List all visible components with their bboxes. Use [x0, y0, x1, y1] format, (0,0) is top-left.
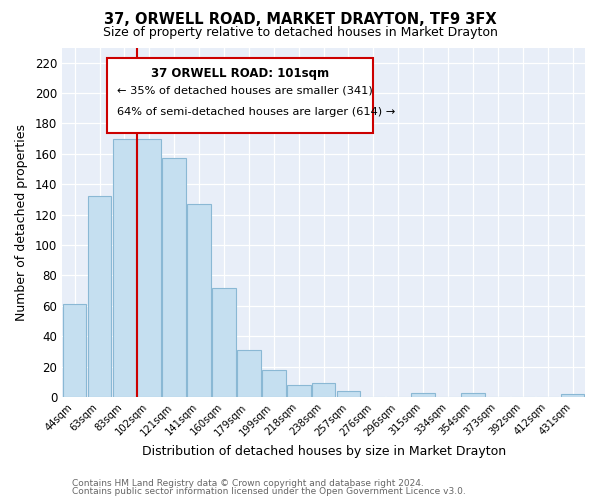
- Bar: [412, 392, 435, 397]
- Bar: [262, 370, 286, 397]
- Text: ← 35% of detached houses are smaller (341): ← 35% of detached houses are smaller (34…: [117, 86, 373, 96]
- Text: 37, ORWELL ROAD, MARKET DRAYTON, TF9 3FX: 37, ORWELL ROAD, MARKET DRAYTON, TF9 3FX: [104, 12, 496, 28]
- Bar: [461, 392, 485, 397]
- Bar: [561, 394, 584, 397]
- Bar: [63, 304, 86, 397]
- Bar: [212, 288, 236, 397]
- X-axis label: Distribution of detached houses by size in Market Drayton: Distribution of detached houses by size …: [142, 444, 506, 458]
- Text: Contains public sector information licensed under the Open Government Licence v3: Contains public sector information licen…: [72, 487, 466, 496]
- Bar: [287, 385, 311, 397]
- Text: Contains HM Land Registry data © Crown copyright and database right 2024.: Contains HM Land Registry data © Crown c…: [72, 478, 424, 488]
- Bar: [163, 158, 186, 397]
- Bar: [237, 350, 261, 397]
- Bar: [187, 204, 211, 397]
- Text: 37 ORWELL ROAD: 101sqm: 37 ORWELL ROAD: 101sqm: [151, 68, 329, 80]
- Bar: [312, 384, 335, 397]
- Y-axis label: Number of detached properties: Number of detached properties: [15, 124, 28, 321]
- Bar: [88, 196, 112, 397]
- Bar: [137, 138, 161, 397]
- Text: 64% of semi-detached houses are larger (614) →: 64% of semi-detached houses are larger (…: [117, 107, 395, 117]
- FancyBboxPatch shape: [107, 58, 373, 133]
- Bar: [113, 138, 136, 397]
- Text: Size of property relative to detached houses in Market Drayton: Size of property relative to detached ho…: [103, 26, 497, 39]
- Bar: [337, 391, 361, 397]
